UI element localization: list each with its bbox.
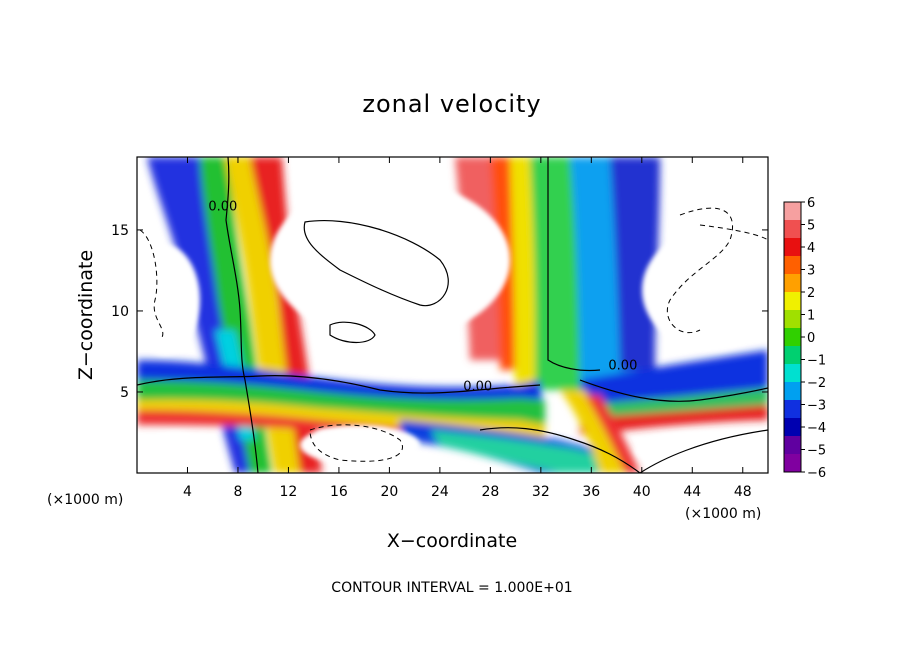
colorbar-tick-label: −6	[807, 466, 826, 481]
contour-labels: 0.00 0.00 0.00	[208, 199, 637, 394]
x-unit-left: (×1000 m)	[47, 492, 123, 508]
colorbar-tick-label: 5	[807, 219, 815, 234]
colorbar-tick-label: 1	[807, 309, 815, 324]
colorbar-swatch	[784, 400, 801, 419]
x-tick-label: 12	[280, 484, 298, 500]
x-unit-right: (×1000 m)	[685, 506, 761, 522]
contour-lines	[137, 157, 768, 473]
x-axis-label: X−coordinate	[387, 530, 517, 552]
velocity-field	[137, 157, 768, 473]
colorbar-swatch	[784, 418, 801, 437]
colorbar-swatch	[784, 274, 801, 293]
x-tick-label: 16	[330, 484, 348, 500]
colorbar-swatch	[784, 292, 801, 311]
y-tick-label: 10	[111, 304, 129, 320]
contour-interval-note: CONTOUR INTERVAL = 1.000E+01	[331, 580, 572, 596]
colorbar-swatch	[784, 310, 801, 329]
colorbar-swatch	[784, 364, 801, 383]
y-axis: 5 10 15	[111, 223, 768, 401]
colorbar-tick-label: 3	[807, 264, 815, 279]
negative-contours	[139, 207, 768, 462]
x-tick-label: 48	[734, 484, 752, 500]
x-axis: 4 8 12 16 20 24 28 32 36 40 44 48	[183, 157, 752, 500]
colorbar-swatch	[784, 202, 801, 221]
y-tick-label: 5	[120, 385, 129, 401]
y-tick-label: 15	[111, 223, 129, 239]
colorbar-swatch	[784, 256, 801, 275]
chart-title: zonal velocity	[362, 90, 541, 118]
plot-frame	[136, 156, 769, 474]
x-tick-label: 32	[532, 484, 550, 500]
y-axis-label: Z−coordinate	[75, 250, 97, 380]
colorbar-swatch	[784, 328, 801, 347]
contour-label: 0.00	[208, 199, 237, 214]
x-tick-label: 4	[183, 484, 192, 500]
x-tick-label: 44	[683, 484, 701, 500]
colorbar-tick-label: 6	[807, 196, 815, 211]
x-tick-label: 24	[431, 484, 449, 500]
contour-label: 0.00	[608, 358, 637, 373]
colorbar-swatch	[784, 220, 801, 239]
contour-label: 0.00	[463, 379, 492, 394]
x-tick-label: 40	[633, 484, 651, 500]
x-tick-label: 8	[233, 484, 242, 500]
x-tick-label: 36	[582, 484, 600, 500]
colorbar-swatch	[784, 382, 801, 401]
colorbar-tick-label: −5	[807, 444, 826, 459]
colorbar-swatch	[784, 238, 801, 257]
colorbar: 6 5 4 3 2 1 0 −1 −2 −3 −4 −5 −6	[783, 196, 826, 481]
colorbar-tick-label: −2	[807, 376, 826, 391]
colorbar-tick-label: 2	[807, 286, 815, 301]
colorbar-tick-label: −1	[807, 354, 826, 369]
colorbar-tick-label: −4	[807, 421, 826, 436]
x-tick-label: 28	[481, 484, 499, 500]
colorbar-tick-label: 0	[807, 331, 815, 346]
colorbar-swatch	[784, 436, 801, 455]
colorbar-tick-label: −3	[807, 399, 826, 414]
colorbar-swatch	[784, 454, 801, 473]
colorbar-swatch	[784, 346, 801, 365]
x-tick-label: 20	[380, 484, 398, 500]
colorbar-tick-label: 4	[807, 241, 815, 256]
